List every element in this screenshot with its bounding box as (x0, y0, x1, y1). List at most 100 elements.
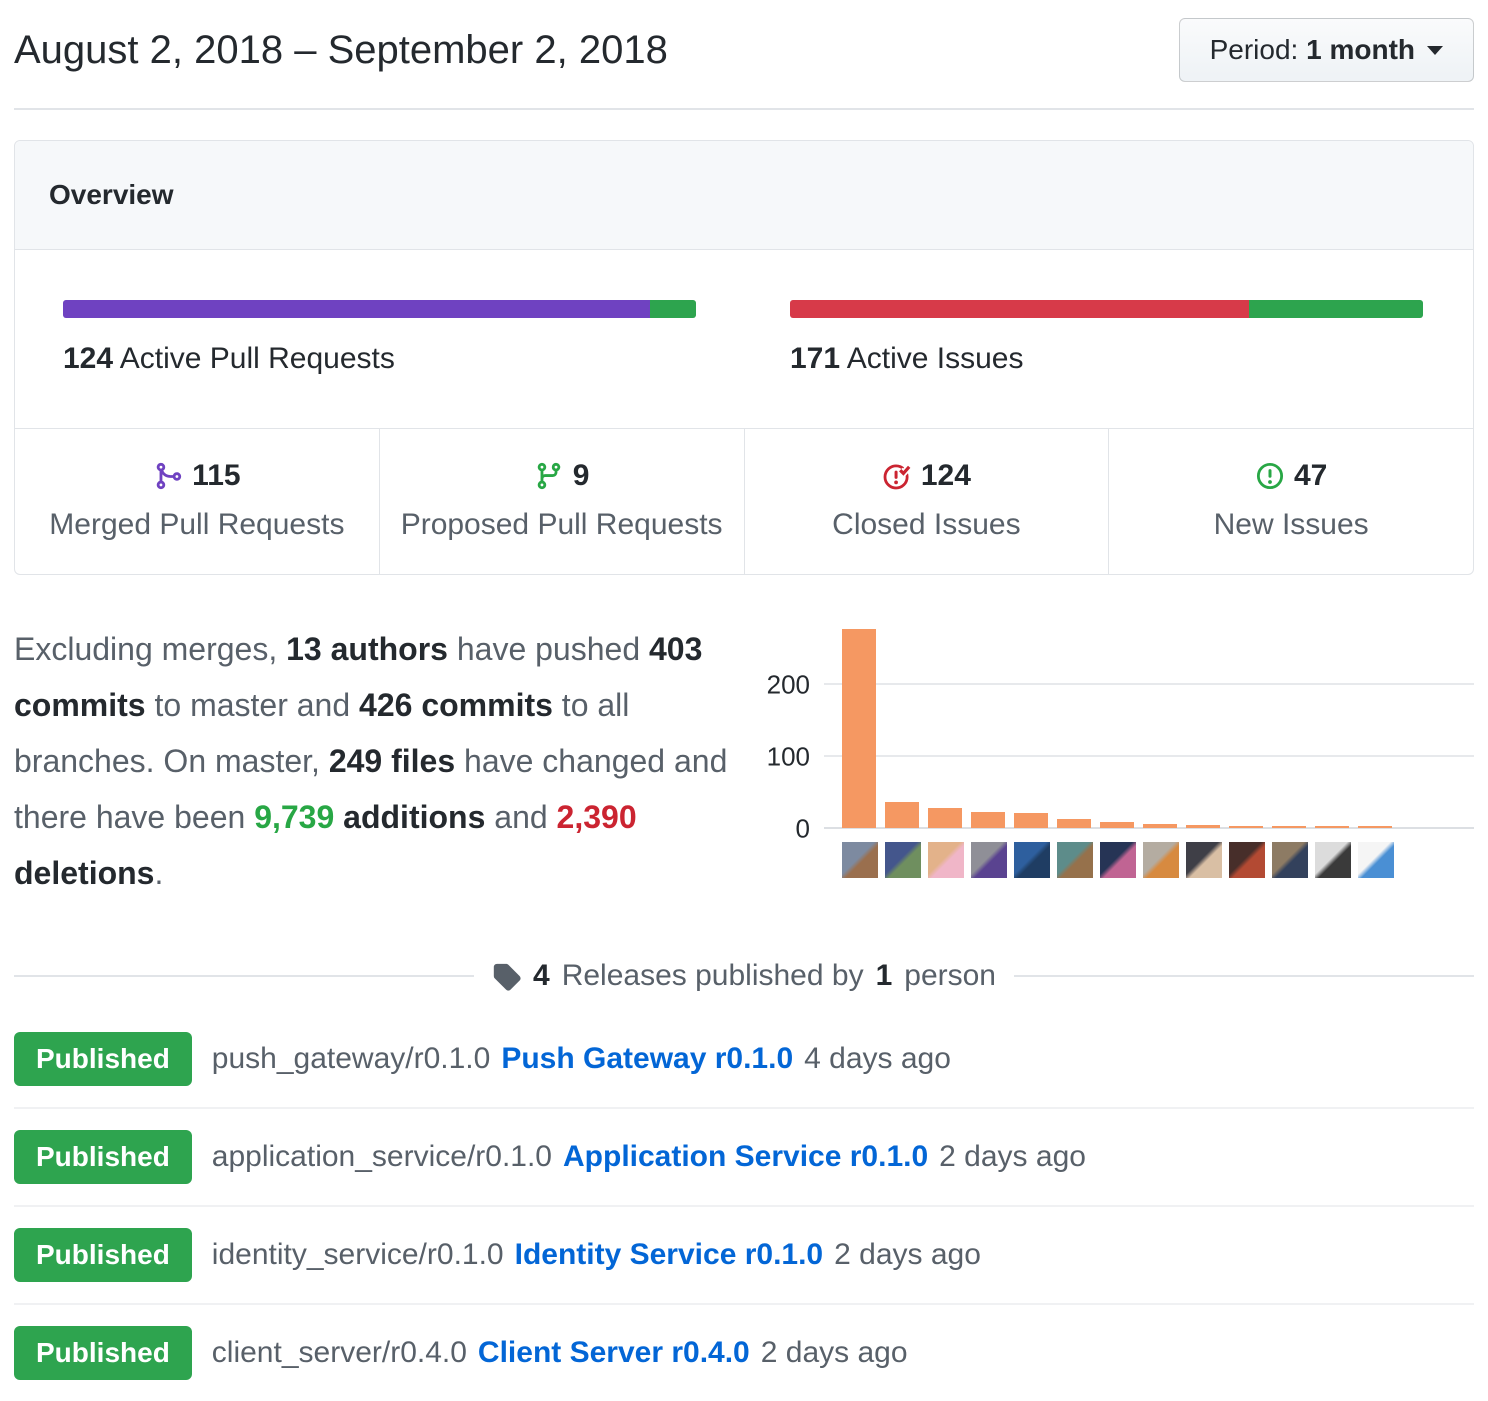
y-axis-tick-label: 0 (795, 813, 810, 844)
commit-count-bar[interactable] (1186, 825, 1220, 828)
right-divider-line (1014, 975, 1475, 977)
contributor-avatar[interactable] (1358, 842, 1394, 878)
closed-issues-count: 124 (920, 459, 971, 492)
active-pull-requests-count: 124 (63, 342, 114, 375)
tag-icon (493, 963, 521, 991)
merged-pull-requests-label: Merged Pull Requests (49, 508, 345, 541)
new-issues-label: New Issues (1213, 508, 1369, 541)
commit-count-bar[interactable] (928, 807, 962, 828)
commit-count-bar[interactable] (1014, 812, 1048, 828)
chevron-down-icon (1427, 45, 1443, 55)
stat-proposed-pull-requests[interactable]: 9 Proposed Pull Requests (378, 429, 744, 574)
contributor-avatar[interactable] (1057, 842, 1093, 878)
release-link[interactable]: Application Service r0.1.0 (563, 1140, 929, 1173)
contributor-avatar[interactable] (1186, 842, 1222, 878)
releases-count: 4 (533, 959, 550, 992)
release-row: Published client_server/r0.4.0 Client Se… (14, 1305, 1474, 1401)
release-link[interactable]: Push Gateway r0.1.0 (501, 1042, 794, 1075)
active-issues-count: 171 (790, 342, 841, 375)
contributor-avatar[interactable] (971, 842, 1007, 878)
release-timestamp: 2 days ago (760, 1336, 908, 1369)
commit-count-bar[interactable] (885, 802, 919, 828)
period-value: 1 month (1306, 34, 1415, 65)
overview-card-body: 124 Active Pull Requests 171 Active Issu… (15, 250, 1473, 428)
issue-closed-icon (882, 461, 912, 491)
overview-stats-row: 115 Merged Pull Requests 9 Proposed Pull… (15, 428, 1473, 574)
commit-summary-text: Excluding merges, 13 authors have pushed… (14, 631, 728, 891)
new-issues-count: 47 (1293, 459, 1328, 492)
overview-card-header: Overview (15, 141, 1473, 250)
commit-count-bar[interactable] (1272, 826, 1306, 828)
contributor-avatar[interactable] (885, 842, 921, 878)
published-badge: Published (14, 1130, 192, 1184)
releases-title: 4 Releases published by 1 person (474, 959, 1014, 993)
commit-count-bar[interactable] (971, 812, 1005, 828)
overview-card: Overview 124 Active Pull Requests 171 Ac… (14, 140, 1474, 575)
releases-person-count: 1 (875, 959, 893, 992)
contributor-avatar[interactable] (842, 842, 878, 878)
contributor-avatar[interactable] (928, 842, 964, 878)
period-label: Period: (1209, 34, 1299, 65)
release-tag-name: push_gateway/r0.1.0 (211, 1042, 491, 1075)
pull-requests-summary: 124 Active Pull Requests (63, 300, 696, 376)
contributor-avatar[interactable] (1272, 842, 1308, 878)
stat-merged-pull-requests[interactable]: 115 Merged Pull Requests (15, 429, 379, 574)
commit-count-bar[interactable] (842, 629, 876, 828)
release-link[interactable]: Identity Service r0.1.0 (514, 1238, 824, 1271)
proposed-pull-requests-segment (650, 300, 696, 318)
commit-count-bar[interactable] (1100, 821, 1134, 828)
commit-count-bar[interactable] (1143, 823, 1177, 828)
release-link[interactable]: Client Server r0.4.0 (477, 1336, 750, 1369)
commit-count-bar[interactable] (1315, 826, 1349, 828)
published-badge: Published (14, 1032, 192, 1086)
release-list: Published push_gateway/r0.1.0 Push Gatew… (14, 1011, 1474, 1401)
commits-per-author-chart: 0 100 200 (766, 625, 1474, 901)
commit-count-bar[interactable] (1358, 826, 1392, 828)
release-timestamp: 2 days ago (939, 1140, 1086, 1173)
git-merge-icon (153, 461, 183, 491)
published-badge: Published (14, 1326, 192, 1380)
merged-pull-requests-segment (63, 300, 651, 318)
gridline (824, 682, 1474, 685)
commit-count-bar[interactable] (1057, 818, 1091, 828)
page-header: August 2, 2018 – September 2, 2018 Perio… (14, 18, 1474, 82)
left-divider-line (14, 975, 475, 977)
commit-count-bar[interactable] (1229, 826, 1263, 828)
contributor-avatar[interactable] (1315, 842, 1351, 878)
release-tag-name: identity_service/r0.1.0 (211, 1238, 504, 1271)
release-row: Published push_gateway/r0.1.0 Push Gatew… (14, 1011, 1474, 1109)
contributor-avatar[interactable] (1100, 842, 1136, 878)
chart-plot-area: 0 100 200 (767, 625, 1474, 844)
release-timestamp: 2 days ago (834, 1238, 981, 1271)
gridline (824, 754, 1474, 757)
overview-title: Overview (49, 179, 174, 210)
closed-issues-label: Closed Issues (832, 508, 1021, 541)
release-row: Published application_service/r0.1.0 App… (14, 1109, 1474, 1207)
contributor-avatar[interactable] (1143, 842, 1179, 878)
period-dropdown-button[interactable]: Period: 1 month (1178, 18, 1474, 82)
y-axis-tick-label: 200 (766, 669, 810, 700)
activity-section: Excluding merges, 13 authors have pushed… (14, 621, 1474, 901)
stat-closed-issues[interactable]: 124 Closed Issues (743, 429, 1109, 574)
proposed-pull-requests-label: Proposed Pull Requests (400, 508, 723, 541)
closed-issues-segment (790, 300, 1250, 318)
page-title: August 2, 2018 – September 2, 2018 (14, 27, 668, 72)
active-pull-requests-label: 124 Active Pull Requests (63, 342, 395, 375)
new-issues-segment (1249, 300, 1423, 318)
contributor-avatar[interactable] (1014, 842, 1050, 878)
contributor-avatar-row (824, 842, 1474, 878)
stat-new-issues[interactable]: 47 New Issues (1108, 429, 1473, 574)
merged-pull-requests-count: 115 (192, 459, 241, 492)
contributor-avatar[interactable] (1229, 842, 1265, 878)
issues-summary: 171 Active Issues (790, 300, 1423, 376)
y-axis-tick-label: 100 (766, 741, 810, 772)
release-tag-name: client_server/r0.4.0 (211, 1336, 467, 1369)
pull-requests-progress-bar (63, 300, 696, 318)
release-row: Published identity_service/r0.1.0 Identi… (14, 1207, 1474, 1305)
active-issues-label: 171 Active Issues (790, 342, 1024, 375)
header-divider (14, 108, 1474, 110)
proposed-pull-requests-count: 9 (572, 459, 590, 492)
releases-section-header: 4 Releases published by 1 person (14, 959, 1475, 993)
issue-opened-icon (1255, 461, 1285, 491)
